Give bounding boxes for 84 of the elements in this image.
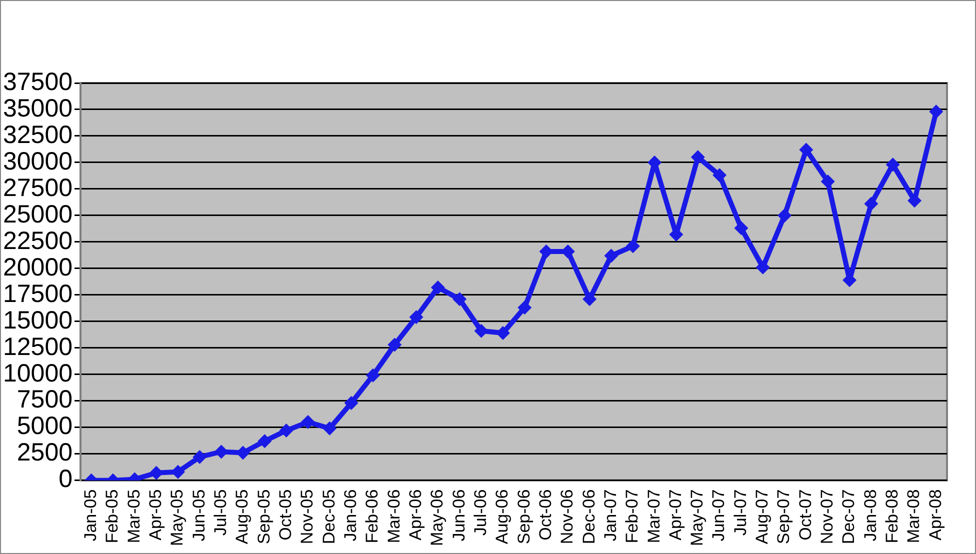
point — [430, 280, 445, 294]
point — [864, 196, 878, 211]
x-tick-label: Apr-06 — [406, 489, 425, 540]
x-tick-label: Mar-05 — [124, 489, 144, 544]
x-tick-label: Apr-07 — [666, 489, 685, 540]
x-tick-label: Mar-07 — [644, 489, 664, 544]
x-tick-label: May-06 — [428, 489, 447, 546]
y-tick-label: 25000 — [2, 200, 73, 228]
y-tick-label: 15000 — [2, 306, 73, 334]
point — [929, 104, 944, 119]
x-tick-label: Oct-06 — [536, 489, 555, 540]
x-tick-label: Dec-07 — [839, 489, 858, 544]
y-tick-label: 20000 — [2, 253, 73, 282]
point — [258, 434, 272, 448]
point — [778, 208, 792, 222]
x-tick-label: Mar-08 — [904, 489, 924, 544]
x-tick-label: Aug-07 — [752, 489, 772, 544]
x-tick-label: Apr-08 — [926, 489, 945, 540]
y-tick-label: 32500 — [2, 120, 73, 149]
x-tick-label: Aug-05 — [232, 489, 252, 544]
x-tick-label: Dec-06 — [579, 489, 598, 544]
x-tick-label: May-05 — [168, 489, 187, 546]
point — [322, 421, 337, 436]
x-tick-label: Feb-07 — [622, 489, 642, 544]
x-tick-label: May-07 — [688, 489, 707, 546]
x-tick-label: Nov-05 — [298, 489, 317, 544]
y-tick-label: 30000 — [2, 147, 73, 176]
y-tick-label: 12500 — [2, 332, 73, 361]
point — [149, 466, 164, 480]
y-tick-label: 22500 — [2, 226, 73, 255]
x-tick-label: Jan-07 — [600, 489, 620, 542]
point — [518, 300, 532, 315]
y-tick-label: 35000 — [2, 94, 73, 122]
y-tick-label: 37500 — [2, 68, 73, 96]
x-tick-label: Jun-07 — [709, 489, 728, 542]
point — [820, 174, 835, 189]
x-tick-label: Feb-05 — [102, 489, 122, 544]
point — [886, 158, 900, 172]
y-tick-label: 2500 — [16, 438, 73, 467]
x-tick-label: Mar-06 — [384, 489, 404, 544]
x-tick-label: Nov-07 — [818, 489, 837, 544]
point — [582, 292, 597, 306]
x-tick-label: Sep-05 — [254, 489, 274, 544]
x-tick-label: Jul-05 — [211, 489, 230, 536]
x-tick-label: Jan-05 — [81, 489, 100, 542]
x-tick-label: Jun-06 — [449, 489, 468, 542]
x-tick-label: Jan-08 — [860, 489, 880, 542]
point — [452, 292, 467, 306]
point — [279, 424, 294, 438]
point — [409, 310, 424, 324]
point — [604, 248, 618, 263]
y-tick-label: 27500 — [2, 174, 73, 202]
point — [192, 450, 207, 464]
x-tick-label: Nov-06 — [558, 489, 577, 544]
x-tick-label: Feb-08 — [882, 489, 902, 544]
x-tick-label: Apr-05 — [146, 489, 166, 540]
point — [388, 338, 402, 352]
y-tick-label: 10000 — [2, 359, 73, 388]
point — [344, 396, 358, 410]
y-tick-label: 5000 — [16, 412, 73, 440]
point — [171, 464, 185, 479]
y-tick-label: 7500 — [16, 386, 73, 414]
y-tick-label: 0 — [58, 465, 73, 494]
point — [799, 142, 814, 157]
x-tick-label: Dec-05 — [319, 489, 338, 544]
x-tick-label: Jul-06 — [470, 489, 490, 536]
x-tick-label: Sep-07 — [774, 489, 794, 544]
point — [626, 239, 640, 254]
x-tick-label: Jun-05 — [189, 489, 208, 542]
x-tick-label: Oct-05 — [276, 489, 295, 540]
y-tick-label: 17500 — [2, 280, 73, 308]
point — [734, 221, 748, 236]
point — [756, 260, 770, 274]
x-tick-label: Jul-07 — [730, 489, 750, 536]
x-tick-label: Sep-06 — [514, 489, 534, 544]
x-tick-label: Feb-06 — [362, 489, 382, 544]
x-tick-label: Oct-07 — [796, 489, 815, 540]
point — [474, 324, 488, 338]
x-tick-label: Aug-06 — [492, 489, 512, 544]
point — [300, 415, 315, 430]
x-tick-label: Jan-06 — [340, 489, 360, 542]
point — [712, 168, 727, 182]
point — [366, 368, 380, 382]
point — [690, 150, 705, 164]
